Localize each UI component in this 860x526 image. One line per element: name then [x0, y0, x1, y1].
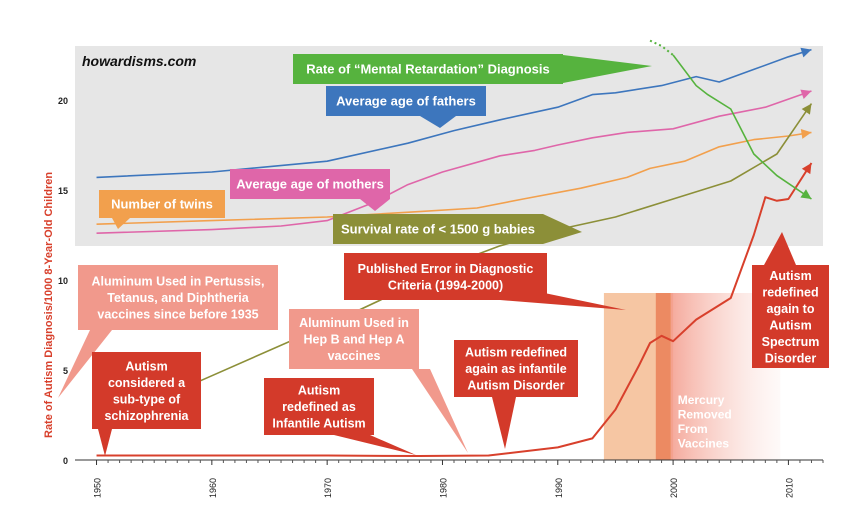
- series-twins-arrowhead: [800, 129, 812, 139]
- callout-twins: Number of twins: [99, 190, 225, 229]
- callout-infantile_disorder-text: again as infantile: [465, 362, 566, 376]
- x-tick-label: 2010: [784, 478, 794, 498]
- callout-infantile_disorder-pointer: [492, 397, 516, 449]
- callout-spectrum-text: Autism: [769, 269, 811, 283]
- callout-spectrum-pointer: [764, 232, 796, 265]
- series-autism-line: [96, 162, 813, 458]
- callout-mental: Rate of “Mental Retardation” Diagnosis: [293, 54, 652, 84]
- callout-aluminum1: Aluminum Used in Pertussis, Tetanus, and …: [58, 265, 278, 398]
- callout-spectrum-text: Disorder: [765, 351, 817, 365]
- callout-twins-box: [99, 190, 225, 218]
- callout-mental-text: Rate of “Mental Retardation” Diagnosis: [306, 62, 549, 77]
- callout-schizo-text: schizophrenia: [104, 409, 189, 423]
- x-tick-label: 1960: [208, 478, 218, 498]
- callout-aluminum1-text: Tetanus, and Diphtheria: [107, 291, 249, 305]
- callout-schizo-box: [92, 352, 201, 429]
- callout-schizo-text: considered a: [108, 376, 186, 390]
- callout-fathers: Average age of fathers: [326, 86, 486, 128]
- callout-infantile-text: Autism: [298, 384, 340, 398]
- callout-mental-box: [293, 54, 563, 84]
- callout-infantile-text: redefined as: [282, 400, 356, 414]
- callout-aluminum2-text: Aluminum Used in: [299, 316, 409, 330]
- callout-infantile_disorder-box: [454, 340, 578, 397]
- series-mental-line: [672, 54, 812, 200]
- callout-survival-text: Survival rate of < 1500 g babies: [341, 222, 535, 237]
- callout-spectrum: Autism redefined again to Autism Spectrum Dis…: [752, 232, 829, 368]
- series-fathers-line: [96, 48, 812, 179]
- mercury-removal-marker: [655, 293, 671, 460]
- callout-survival: Survival rate of < 1500 g babies: [333, 214, 582, 244]
- series-mental: [649, 39, 812, 200]
- watermark: howardisms.com: [82, 53, 196, 69]
- callout-survival-pointer: [543, 214, 582, 244]
- callout-twins-pointer: [112, 218, 130, 229]
- callout-fathers-box: [326, 86, 486, 116]
- callout-error-box: [344, 253, 547, 300]
- callout-infantile-text: Infantile Autism: [272, 417, 365, 431]
- callout-mercury-text: From: [678, 422, 708, 436]
- callout-mercury-text: Vaccines: [678, 437, 730, 451]
- x-tick-label: 2000: [669, 478, 679, 498]
- callout-mothers-text: Average age of mothers: [236, 177, 384, 192]
- callout-spectrum-text: Spectrum: [762, 335, 820, 349]
- y-tick-label: 10: [58, 276, 68, 286]
- callout-error-text: Criteria (1994-2000): [388, 278, 503, 292]
- callout-mercury-text: Mercury: [678, 393, 725, 407]
- series-mothers: [96, 89, 812, 234]
- y-tick-label: 20: [58, 96, 68, 106]
- callout-infantile_disorder-text: Autism redefined: [465, 346, 567, 360]
- callout-schizo-pointer: [98, 429, 112, 456]
- callout-infantile_disorder: Autism redefined again as infantile Autism…: [454, 340, 578, 449]
- series-mental-arrowhead: [800, 189, 812, 199]
- x-tick-label: 1990: [554, 478, 564, 498]
- callout-mental-pointer: [563, 55, 652, 83]
- callout-mothers-box: [230, 169, 390, 199]
- series-autism-arrowhead: [801, 163, 812, 175]
- series-survival-arrowhead: [801, 103, 812, 115]
- callout-spectrum-text: redefined: [762, 285, 818, 299]
- callout-infantile_disorder-text: Autism Disorder: [467, 379, 564, 393]
- callout-aluminum1-pointer: [58, 330, 112, 398]
- callout-aluminum2-pointer: [412, 369, 468, 453]
- callout-aluminum1-box: [78, 265, 278, 330]
- callout-error: Published Error in Diagnostic Criteria (1…: [344, 253, 626, 310]
- callout-mercury-text: Removed: [678, 408, 732, 422]
- callout-mothers-pointer: [360, 199, 390, 211]
- callout-survival-box: [333, 214, 543, 244]
- callout-fathers-text: Average age of fathers: [336, 94, 476, 109]
- callout-spectrum-text: again to: [767, 302, 815, 316]
- callout-aluminum1-text: vaccines since before 1935: [97, 308, 258, 322]
- callout-aluminum2-box: [289, 309, 419, 369]
- callout-aluminum2-text: Hep B and Hep A: [304, 333, 405, 347]
- callout-schizo-text: sub-type of: [113, 392, 181, 406]
- callout-error-text: Published Error in Diagnostic: [358, 262, 534, 276]
- series-fathers-arrowhead: [800, 47, 812, 58]
- callout-aluminum1-text: Aluminum Used in Pertussis,: [92, 275, 265, 289]
- callout-aluminum2: Aluminum Used in Hep B and Hep A vaccines: [289, 309, 468, 453]
- y-axis-label: Rate of Autism Diagnosis/1000 8-Year-Old…: [43, 172, 55, 438]
- y-tick-label: 0: [63, 456, 68, 466]
- callout-infantile-box: [264, 378, 374, 435]
- callout-infantile: Autism redefined as Infantile Autism: [264, 378, 416, 455]
- callout-schizo: Autism considered a sub-type of schizophren…: [92, 352, 201, 456]
- series-mothers-line: [96, 90, 812, 234]
- callout-spectrum-box: [752, 265, 829, 368]
- callout-aluminum2-text: vaccines: [328, 349, 381, 363]
- series-autism: [96, 162, 813, 458]
- callout-infantile-pointer: [334, 435, 416, 455]
- x-tick-label: 1970: [323, 478, 333, 498]
- callout-mothers: Average age of mothers: [230, 169, 390, 211]
- y-tick-label: 15: [58, 186, 68, 196]
- series-mothers-arrowhead: [800, 89, 812, 100]
- callout-twins-text: Number of twins: [111, 197, 213, 212]
- callout-fathers-pointer: [420, 116, 456, 128]
- callout-spectrum-text: Autism: [769, 318, 811, 332]
- x-tick-label: 1980: [438, 478, 448, 498]
- series-fathers: [96, 47, 812, 179]
- x-tick-label: 1950: [93, 478, 103, 498]
- y-tick-label: 5: [63, 366, 68, 376]
- callout-schizo-text: Autism: [125, 359, 167, 373]
